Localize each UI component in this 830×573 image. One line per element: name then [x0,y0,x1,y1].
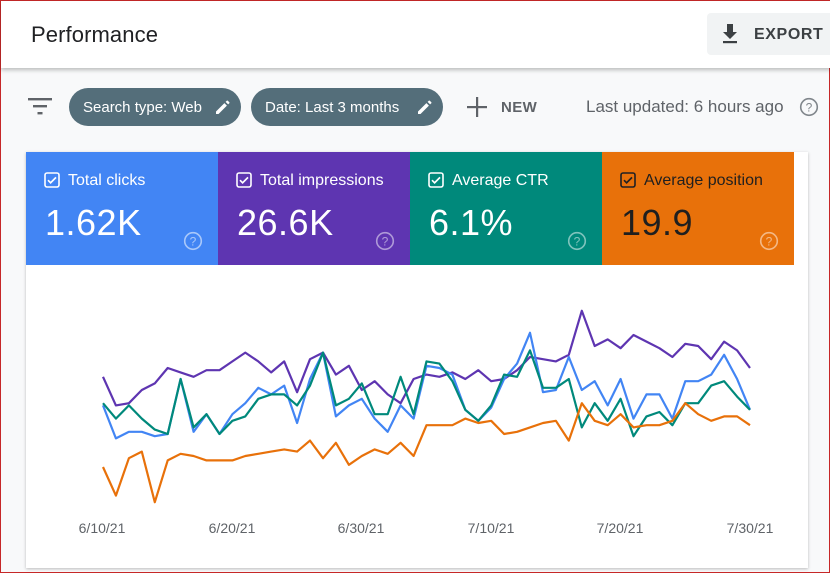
x-axis-tick-label: 7/10/21 [467,520,515,536]
checkbox-checked-icon[interactable] [620,172,636,188]
metric-label: Total impressions [260,172,384,189]
checkbox-checked-icon[interactable] [236,172,252,188]
x-axis-tick-label: 7/30/21 [726,520,774,536]
metric-value: 19.9 [621,202,694,243]
x-axis-tick-label: 6/20/21 [208,520,256,536]
export-button[interactable]: EXPORT [707,13,830,55]
page-header: Performance EXPORT [1,1,830,68]
checkbox-checked-icon[interactable] [428,172,444,188]
x-axis-tick-label: 6/30/21 [337,520,385,536]
date-range-chip[interactable]: Date: Last 3 months [251,88,443,126]
series-line-average-position[interactable] [101,402,751,504]
help-circle-icon[interactable]: ? [759,231,779,251]
download-icon [723,24,737,44]
x-axis-tick-label: 7/20/21 [596,520,644,536]
plus-icon [467,97,487,117]
help-circle-icon[interactable]: ? [567,231,587,251]
metric-label: Total clicks [68,172,146,189]
new-filter-button[interactable]: NEW [464,91,544,123]
search-type-chip-label: Search type: Web [83,98,202,116]
metric-average-ctr[interactable]: Average CTR 6.1% ? [410,152,602,265]
checkbox-checked-icon[interactable] [44,172,60,188]
search-type-chip[interactable]: Search type: Web [69,88,241,126]
metric-label: Average CTR [452,172,549,189]
series-line-total-impressions[interactable] [101,309,751,407]
date-range-chip-label: Date: Last 3 months [265,98,400,116]
svg-text:?: ? [574,235,581,249]
metric-total-impressions[interactable]: Total impressions 26.6K ? [218,152,410,265]
help-circle-icon[interactable]: ? [799,97,819,117]
metric-label: Average position [644,172,763,189]
series-line-average-ctr[interactable] [102,349,751,438]
series-line-total-clicks[interactable] [101,331,752,440]
edit-pencil-icon [418,100,432,114]
help-circle-icon[interactable]: ? [183,231,203,251]
metric-total-clicks[interactable]: Total clicks 1.62K ? [26,152,218,265]
help-circle-icon[interactable]: ? [375,231,395,251]
filter-list-icon[interactable] [28,97,52,115]
page-title: Performance [31,22,159,47]
last-updated-text: Last updated: 6 hours ago [586,97,784,116]
svg-text:?: ? [766,235,773,249]
metric-value: 1.62K [45,202,142,243]
svg-text:?: ? [382,235,389,249]
metric-value: 26.6K [237,202,334,243]
new-filter-label: NEW [501,99,538,116]
x-axis-tick-label: 6/10/21 [78,520,126,536]
metric-average-position[interactable]: Average position 19.9 ? [602,152,794,265]
metric-value: 6.1% [429,202,514,243]
edit-pencil-icon [216,100,230,114]
svg-text:?: ? [806,101,813,115]
export-label: EXPORT [754,26,824,43]
svg-text:?: ? [190,235,197,249]
